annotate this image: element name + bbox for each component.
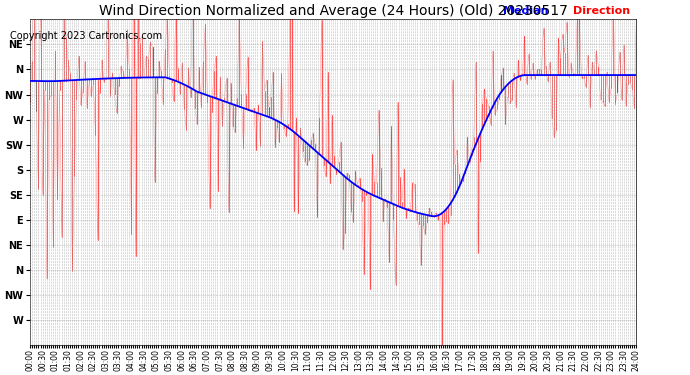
Text: Copyright 2023 Cartronics.com: Copyright 2023 Cartronics.com bbox=[10, 32, 162, 41]
Text: Direction: Direction bbox=[573, 6, 630, 16]
Title: Wind Direction Normalized and Average (24 Hours) (Old) 20230517: Wind Direction Normalized and Average (2… bbox=[99, 4, 568, 18]
Text: Median: Median bbox=[503, 6, 549, 16]
